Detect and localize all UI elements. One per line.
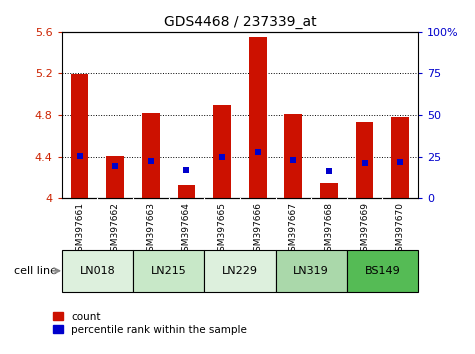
Bar: [213, 105, 231, 198]
Bar: [356, 122, 373, 198]
Bar: [62, 250, 133, 292]
Bar: [133, 250, 204, 292]
Text: cell line: cell line: [14, 266, 57, 276]
Text: GSM397661: GSM397661: [75, 202, 84, 257]
Text: GSM397664: GSM397664: [182, 202, 191, 257]
Text: GSM397670: GSM397670: [396, 202, 405, 257]
Text: GSM397666: GSM397666: [253, 202, 262, 257]
Bar: [142, 113, 160, 198]
Title: GDS4468 / 237339_at: GDS4468 / 237339_at: [163, 16, 316, 29]
Text: LN229: LN229: [222, 266, 258, 276]
Text: GSM397662: GSM397662: [111, 202, 120, 257]
Bar: [276, 250, 347, 292]
Text: GSM397668: GSM397668: [324, 202, 333, 257]
Bar: [106, 156, 124, 198]
Text: GSM397663: GSM397663: [146, 202, 155, 257]
Text: BS149: BS149: [364, 266, 400, 276]
Text: GSM397665: GSM397665: [218, 202, 227, 257]
Text: GSM397667: GSM397667: [289, 202, 298, 257]
Bar: [391, 117, 409, 198]
Bar: [71, 74, 88, 198]
Bar: [204, 250, 276, 292]
Text: LN215: LN215: [151, 266, 187, 276]
Bar: [178, 185, 195, 198]
Bar: [285, 114, 302, 198]
Text: LN319: LN319: [293, 266, 329, 276]
Bar: [320, 183, 338, 198]
Bar: [249, 37, 266, 198]
Text: LN018: LN018: [79, 266, 115, 276]
Text: GSM397669: GSM397669: [360, 202, 369, 257]
Bar: [347, 250, 418, 292]
Legend: count, percentile rank within the sample: count, percentile rank within the sample: [53, 312, 247, 335]
